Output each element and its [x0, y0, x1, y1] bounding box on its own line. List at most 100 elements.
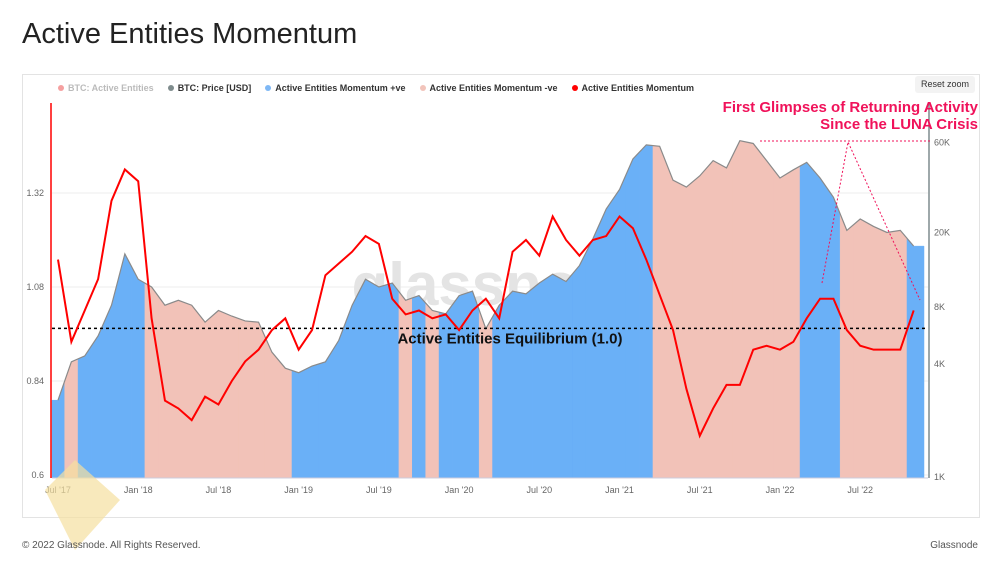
chart-frame	[22, 74, 980, 518]
momentum-positive-area	[519, 287, 533, 479]
momentum-positive-area	[505, 290, 520, 479]
x-tick-label: Jan '19	[284, 485, 313, 495]
momentum-positive-area	[131, 266, 146, 479]
y-left-tick-label: 1.08	[26, 282, 44, 292]
momentum-negative-area	[398, 290, 413, 479]
x-tick-label: Jul '19	[366, 485, 392, 495]
x-tick-label: Jul '22	[847, 485, 873, 495]
momentum-negative-area	[238, 318, 253, 479]
y-right-tick-label: 60K	[934, 138, 950, 148]
legend-label: Active Entities Momentum +ve	[275, 83, 406, 93]
legend-label: BTC: Price [USD]	[177, 83, 252, 93]
x-tick-label: Jan '22	[766, 485, 795, 495]
momentum-positive-area	[91, 320, 106, 479]
x-tick-label: Jul '18	[206, 485, 232, 495]
momentum-positive-area	[305, 363, 319, 479]
page-title: Active Entities Momentum	[22, 18, 358, 50]
momentum-positive-area	[559, 272, 573, 479]
momentum-positive-area	[813, 169, 828, 479]
momentum-positive-area	[639, 144, 654, 479]
x-tick-label: Jan '18	[124, 485, 153, 495]
legend-item[interactable]: BTC: Price [USD]	[167, 83, 252, 93]
y-right-tick-label: 4K	[934, 359, 945, 369]
momentum-positive-area	[371, 282, 386, 479]
legend-item[interactable]: Active Entities Momentum	[571, 83, 695, 93]
momentum-negative-area	[732, 140, 747, 479]
momentum-positive-area	[452, 293, 467, 479]
momentum-positive-area	[345, 292, 360, 479]
x-tick-label: Jul '21	[687, 485, 713, 495]
momentum-positive-area	[412, 295, 426, 479]
momentum-negative-area	[158, 295, 172, 479]
legend-item[interactable]: Active Entities Momentum +ve	[265, 83, 406, 93]
y-left-tick-label: 0.84	[26, 376, 44, 386]
momentum-positive-area	[51, 380, 65, 479]
y-left-tick-label: 1.32	[26, 188, 44, 198]
legend-dot	[265, 85, 272, 91]
copyright: © 2022 Glassnode. All Rights Reserved.	[22, 540, 201, 551]
legend-dot	[419, 85, 426, 91]
y-right-tick-label: 8K	[934, 302, 945, 312]
equilibrium-label: Active Entities Equilibrium (1.0)	[397, 330, 622, 347]
momentum-positive-area	[585, 223, 600, 479]
legend-label: Active Entities Momentum	[581, 83, 695, 93]
luna-annotation-line2: Since the LUNA Crisis	[820, 116, 978, 133]
y-right-tick-label: 20K	[934, 227, 950, 237]
y-right-tick-label: 1K	[934, 472, 945, 482]
momentum-negative-area	[666, 163, 680, 479]
momentum-negative-area	[746, 141, 761, 479]
legend-dot	[58, 85, 64, 91]
momentum-negative-area	[759, 151, 774, 479]
momentum-positive-area	[358, 278, 373, 479]
momentum-negative-area	[706, 160, 721, 479]
momentum-negative-area	[211, 310, 226, 479]
legend-label: BTC: Active Entities	[68, 83, 154, 93]
legend-label: Active Entities Momentum -ve	[429, 83, 558, 93]
momentum-negative-area	[880, 229, 894, 479]
reset-zoom-button[interactable]: Reset zoom	[915, 76, 976, 93]
momentum-negative-area	[773, 168, 787, 479]
momentum-positive-area	[77, 345, 92, 479]
momentum-positive-area	[318, 350, 333, 479]
momentum-positive-area	[331, 322, 346, 479]
momentum-negative-area	[679, 180, 694, 479]
momentum-positive-area	[545, 273, 560, 479]
momentum-negative-area	[853, 218, 868, 479]
chart-legend: BTC: Active Entities BTC: Price [USD] Acti…	[58, 83, 694, 93]
momentum-negative-area	[171, 300, 186, 479]
momentum-positive-area	[104, 279, 119, 479]
momentum-negative-area	[786, 165, 801, 479]
momentum-negative-area	[425, 302, 440, 479]
legend-item[interactable]: BTC: Active Entities	[58, 83, 154, 93]
momentum-positive-area	[492, 297, 507, 479]
momentum-line	[57, 167, 915, 439]
x-tick-label: Jan '20	[445, 485, 474, 495]
x-tick-label: Jan '21	[605, 485, 634, 495]
glassnode-logo	[45, 460, 120, 550]
momentum-negative-area	[251, 321, 266, 479]
brand: Glassnode	[930, 540, 978, 551]
momentum-positive-area	[465, 290, 480, 479]
momentum-negative-area	[692, 167, 707, 479]
x-tick-label: Jul '20	[526, 485, 552, 495]
legend-dot	[167, 85, 174, 91]
momentum-positive-area	[117, 253, 132, 479]
momentum-positive-area	[532, 278, 547, 479]
momentum-positive-area	[385, 282, 400, 479]
luna-annotation: First Glimpses of Returning Activity Sin…	[723, 99, 978, 133]
momentum-negative-area	[278, 359, 293, 479]
momentum-positive-area	[572, 252, 587, 479]
momentum-negative-area	[719, 154, 734, 479]
legend-item[interactable]: Active Entities Momentum -ve	[419, 83, 558, 93]
legend-dot	[571, 85, 578, 91]
momentum-positive-area	[906, 237, 925, 479]
momentum-negative-area	[839, 213, 854, 479]
momentum-positive-area	[625, 151, 640, 479]
momentum-positive-area	[291, 368, 306, 479]
momentum-negative-area	[652, 145, 667, 479]
momentum-positive-area	[826, 186, 841, 479]
momentum-negative-area	[224, 312, 239, 479]
y-left-tick-label: 0.6	[31, 470, 44, 480]
luna-annotation-line1: First Glimpses of Returning Activity	[722, 99, 978, 116]
